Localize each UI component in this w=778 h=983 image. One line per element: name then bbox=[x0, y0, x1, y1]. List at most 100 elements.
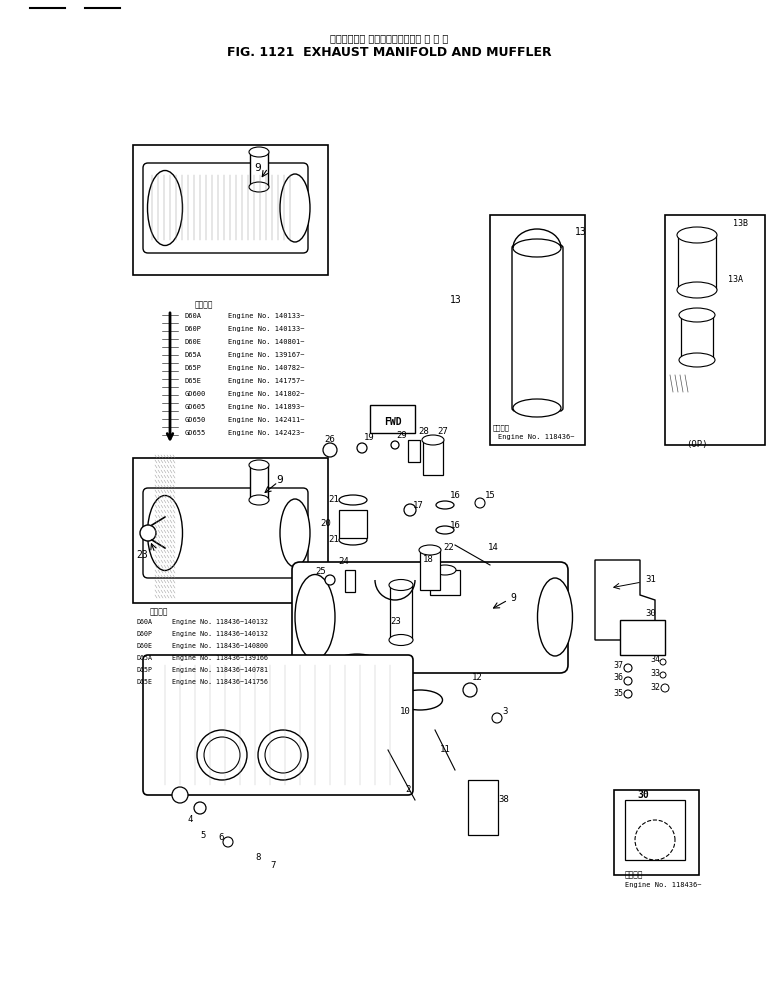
Text: 12: 12 bbox=[472, 673, 483, 682]
Ellipse shape bbox=[148, 170, 183, 246]
Circle shape bbox=[197, 730, 247, 780]
Bar bbox=[490, 215, 585, 445]
Text: 3: 3 bbox=[502, 708, 507, 717]
Text: 36: 36 bbox=[613, 673, 623, 682]
Ellipse shape bbox=[677, 227, 717, 243]
Bar bbox=[250, 152, 268, 187]
Ellipse shape bbox=[280, 499, 310, 567]
Circle shape bbox=[661, 684, 669, 692]
Text: 38: 38 bbox=[498, 795, 509, 804]
Bar bbox=[678, 235, 716, 290]
Circle shape bbox=[404, 504, 416, 516]
Text: 25: 25 bbox=[315, 567, 326, 576]
Circle shape bbox=[204, 737, 240, 773]
Text: D65A: D65A bbox=[185, 352, 202, 358]
Ellipse shape bbox=[436, 501, 454, 509]
Text: 9: 9 bbox=[277, 475, 283, 485]
Text: 19: 19 bbox=[364, 434, 375, 442]
Text: 31: 31 bbox=[645, 575, 656, 585]
Text: 23: 23 bbox=[390, 617, 401, 626]
Text: 17: 17 bbox=[413, 501, 424, 510]
Text: 主向き号: 主向き号 bbox=[150, 607, 169, 616]
Text: Engine No. 140801~: Engine No. 140801~ bbox=[228, 339, 304, 345]
Bar bbox=[468, 780, 498, 835]
Bar bbox=[330, 665, 385, 705]
Ellipse shape bbox=[249, 182, 269, 192]
Text: 16: 16 bbox=[450, 521, 461, 530]
Text: エキゾースト マニホールドおよび マ フ ラ: エキゾースト マニホールドおよび マ フ ラ bbox=[330, 33, 448, 43]
Text: Engine No. 141757~: Engine No. 141757~ bbox=[228, 378, 304, 384]
Text: 30: 30 bbox=[645, 609, 656, 618]
Bar bbox=[408, 440, 420, 462]
Ellipse shape bbox=[339, 495, 367, 505]
Text: 主向き号: 主向き号 bbox=[493, 425, 510, 432]
Text: GD655: GD655 bbox=[185, 430, 206, 436]
Text: 13: 13 bbox=[450, 295, 462, 305]
Text: 主向き号: 主向き号 bbox=[195, 301, 213, 310]
FancyBboxPatch shape bbox=[143, 163, 308, 253]
FancyBboxPatch shape bbox=[512, 245, 563, 411]
Text: 4: 4 bbox=[188, 816, 194, 825]
Text: 20: 20 bbox=[320, 519, 331, 529]
Text: D60P: D60P bbox=[137, 631, 153, 637]
Bar bbox=[133, 458, 328, 603]
Bar bbox=[625, 800, 685, 860]
Text: 13B: 13B bbox=[733, 218, 748, 227]
Bar bbox=[681, 315, 713, 360]
Text: 決定機種: 決定機種 bbox=[625, 871, 643, 880]
Ellipse shape bbox=[398, 690, 443, 710]
Ellipse shape bbox=[436, 526, 454, 534]
Circle shape bbox=[391, 441, 399, 449]
Circle shape bbox=[463, 683, 477, 697]
FancyBboxPatch shape bbox=[143, 488, 308, 578]
Text: 14: 14 bbox=[488, 544, 499, 552]
Ellipse shape bbox=[148, 495, 183, 570]
Circle shape bbox=[660, 659, 666, 665]
Circle shape bbox=[357, 443, 367, 453]
Text: GD650: GD650 bbox=[185, 417, 206, 423]
Text: D65P: D65P bbox=[137, 667, 153, 673]
Text: Engine No. 139167~: Engine No. 139167~ bbox=[228, 352, 304, 358]
Circle shape bbox=[624, 677, 632, 685]
Text: Engine No. 140782~: Engine No. 140782~ bbox=[228, 365, 304, 371]
Text: D60E: D60E bbox=[137, 643, 153, 649]
Bar bbox=[345, 570, 355, 592]
Ellipse shape bbox=[249, 147, 269, 157]
Ellipse shape bbox=[679, 353, 715, 367]
FancyBboxPatch shape bbox=[143, 655, 413, 795]
Ellipse shape bbox=[280, 174, 310, 242]
Text: GD605: GD605 bbox=[185, 404, 206, 410]
Text: 11: 11 bbox=[440, 745, 450, 755]
Circle shape bbox=[323, 443, 337, 457]
Text: D60P: D60P bbox=[185, 326, 202, 332]
Text: 9: 9 bbox=[254, 163, 261, 173]
Circle shape bbox=[492, 713, 502, 723]
Text: 26: 26 bbox=[324, 435, 335, 444]
Text: 7: 7 bbox=[270, 860, 275, 870]
Text: 10: 10 bbox=[400, 708, 411, 717]
Text: Engine No. 140133~: Engine No. 140133~ bbox=[228, 326, 304, 332]
Circle shape bbox=[624, 664, 632, 672]
Text: 22: 22 bbox=[443, 544, 454, 552]
Text: 21: 21 bbox=[328, 536, 338, 545]
Text: GD600: GD600 bbox=[185, 391, 206, 397]
Ellipse shape bbox=[249, 460, 269, 470]
Circle shape bbox=[258, 730, 308, 780]
Text: (OP): (OP) bbox=[686, 440, 708, 449]
Text: Engine No. 141802~: Engine No. 141802~ bbox=[228, 391, 304, 397]
Ellipse shape bbox=[389, 580, 413, 591]
Text: 13: 13 bbox=[575, 227, 587, 237]
Bar bbox=[420, 550, 440, 590]
Ellipse shape bbox=[679, 308, 715, 322]
Text: 9: 9 bbox=[510, 593, 516, 603]
Text: 15: 15 bbox=[485, 491, 496, 499]
Text: 29: 29 bbox=[396, 431, 407, 439]
Text: Engine No. 118436~141756: Engine No. 118436~141756 bbox=[172, 679, 268, 685]
Ellipse shape bbox=[422, 435, 444, 445]
Text: 24: 24 bbox=[338, 557, 349, 566]
Bar bbox=[370, 405, 415, 433]
Text: Engine No. 118436~140132: Engine No. 118436~140132 bbox=[172, 631, 268, 637]
Text: Engine No. 118436~140132: Engine No. 118436~140132 bbox=[172, 619, 268, 625]
Ellipse shape bbox=[677, 282, 717, 298]
Text: Engine No. 118436~140800: Engine No. 118436~140800 bbox=[172, 643, 268, 649]
